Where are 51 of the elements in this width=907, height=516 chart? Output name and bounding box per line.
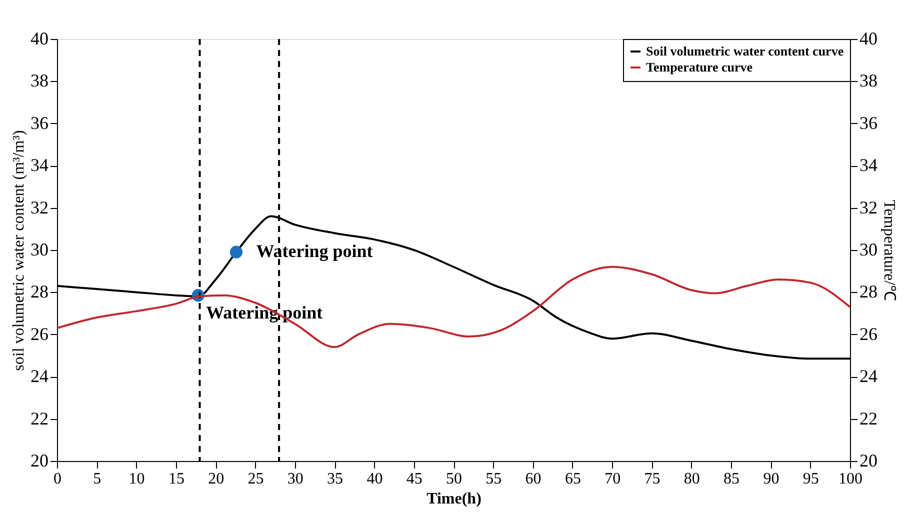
annotation: Watering point: [256, 241, 373, 262]
x-tick-label: 0: [54, 470, 62, 488]
y2-tick-label: 40: [860, 28, 878, 48]
y2-axis-title: Temperature/℃: [880, 200, 898, 302]
y-tick-label: 36: [30, 112, 48, 133]
x-axis-title: Time(h): [426, 490, 482, 508]
y2-tick-label: 32: [860, 197, 878, 218]
x-tick-label: 55: [486, 470, 502, 488]
y-tick-label: 32: [30, 197, 48, 218]
x-tick-label: 10: [128, 470, 145, 488]
y-tick-label: 24: [30, 366, 48, 386]
y2-tick-label: 36: [860, 112, 878, 133]
x-tick-label: 40: [366, 470, 383, 488]
y-tick-label: 30: [30, 240, 48, 260]
annotation: Watering point: [206, 302, 323, 322]
y2-tick-label: 26: [860, 324, 878, 344]
y-tick-label: 40: [30, 28, 48, 48]
x-tick-label: 100: [838, 470, 862, 488]
legend-label: Temperature curve: [646, 60, 753, 74]
x-tick-label: 90: [763, 470, 780, 488]
x-tick-label: 75: [644, 470, 660, 488]
x-tick-label: 85: [724, 470, 740, 488]
x-tick-label: 65: [564, 470, 581, 488]
x-tick-label: 70: [604, 470, 621, 488]
y2-tick-label: 22: [860, 408, 878, 428]
y-tick-label: 34: [30, 155, 48, 176]
y-tick-label: 26: [30, 324, 48, 344]
x-tick-label: 15: [168, 470, 184, 488]
y2-tick-label: 38: [860, 70, 878, 91]
x-tick-label: 5: [93, 470, 102, 488]
x-tick-label: 80: [684, 470, 700, 488]
x-tick-label: 25: [248, 470, 264, 488]
y2-tick-label: 30: [860, 240, 878, 260]
x-tick-label: 30: [287, 470, 304, 488]
y-tick-label: 28: [30, 282, 48, 302]
y2-tick-label: 34: [860, 155, 878, 176]
y2-tick-label: 20: [860, 450, 878, 470]
x-tick-label: 95: [802, 470, 819, 488]
y-tick-label: 20: [30, 450, 48, 470]
y2-tick-label: 24: [860, 366, 878, 386]
x-tick-label: 60: [525, 470, 542, 488]
y-tick-label: 38: [30, 70, 48, 91]
x-tick-label: 20: [208, 470, 224, 488]
x-tick-label: 45: [406, 470, 422, 488]
legend-label: Soil volumetric water content curve: [646, 44, 844, 58]
y-axis-title: soil volumetric water content (m³/m³): [10, 130, 28, 371]
x-tick-label: 35: [327, 470, 344, 488]
y2-tick-label: 28: [860, 282, 878, 302]
x-tick-label: 50: [446, 470, 462, 488]
y-tick-label: 22: [30, 408, 48, 428]
line-series: [56, 266, 851, 348]
